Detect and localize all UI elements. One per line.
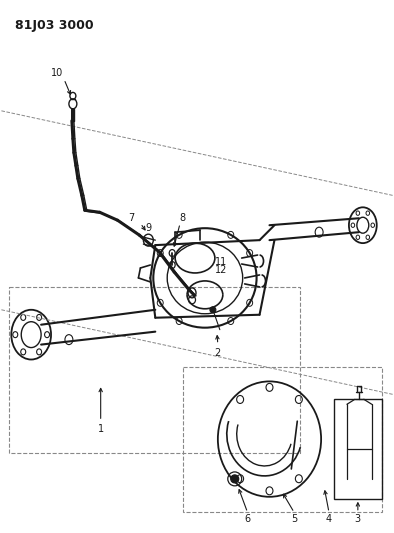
Text: 9: 9 [145,223,151,233]
Text: 81J03 3000: 81J03 3000 [15,19,94,33]
Text: 2: 2 [215,348,221,358]
Bar [183,367,382,512]
Text: 3: 3 [355,514,361,524]
Text: 6: 6 [245,514,251,524]
Text: 5: 5 [291,514,297,524]
Text: 1: 1 [98,424,104,434]
Ellipse shape [231,475,239,483]
Text: 12: 12 [215,265,227,275]
Text: 10: 10 [51,68,63,78]
Text: 8: 8 [179,213,185,223]
Bar [334,399,382,499]
Text: 7: 7 [128,213,135,223]
Bar [9,287,300,453]
Text: 4: 4 [326,514,332,524]
Ellipse shape [210,307,216,313]
Text: 11: 11 [215,257,227,267]
